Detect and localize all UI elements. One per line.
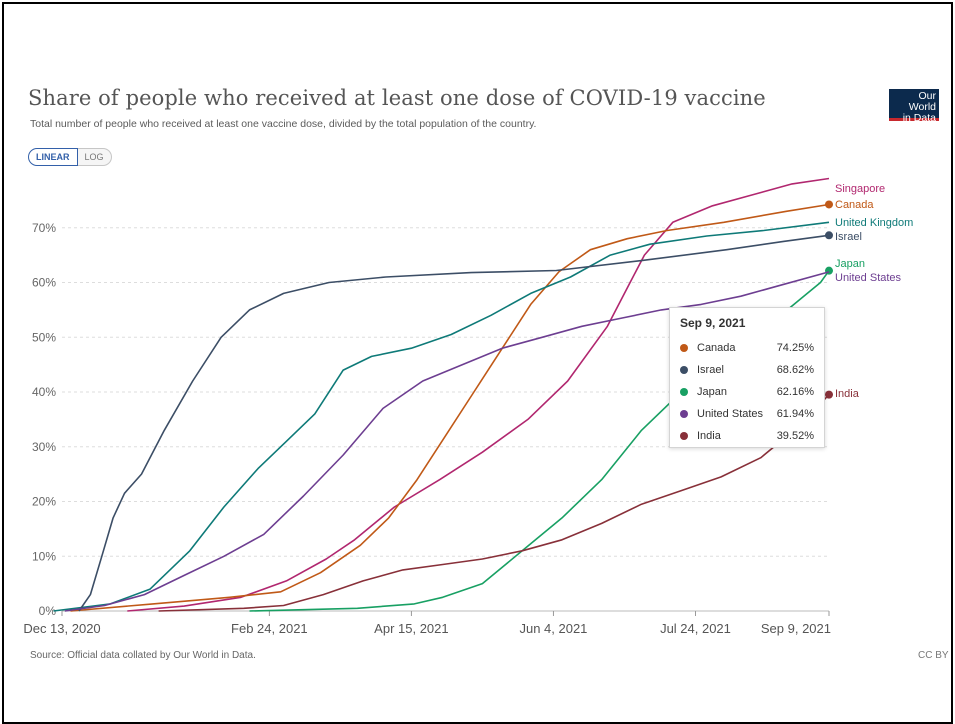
- chart-title: Share of people who received at least on…: [28, 86, 766, 110]
- log-scale-button[interactable]: LOG: [77, 148, 112, 166]
- series-line-united-kingdom[interactable]: [53, 221, 830, 612]
- series-label: United Kingdom: [835, 217, 913, 229]
- legend-dot-icon: [680, 388, 688, 396]
- tooltip-row: India 39.52%: [680, 425, 814, 447]
- x-tick-label: Feb 24, 2021: [231, 621, 308, 636]
- chart-subtitle: Total number of people who received at l…: [30, 118, 537, 130]
- legend-dot-icon: [680, 432, 688, 440]
- y-tick-label: 40%: [32, 385, 56, 399]
- logo-line-1: Our World: [908, 90, 936, 113]
- x-tick-label: Dec 13, 2020: [23, 621, 100, 636]
- y-tick-label: 20%: [32, 495, 56, 509]
- x-tick-label: Apr 15, 2021: [374, 621, 448, 636]
- tooltip-series-value: 74.25%: [776, 342, 814, 354]
- tooltip-row: Japan 62.16%: [680, 381, 814, 403]
- tooltip-series-value: 61.94%: [776, 408, 814, 420]
- series-line-canada[interactable]: [70, 203, 830, 612]
- x-axis: Dec 13, 2020 Feb 24, 2021 Apr 15, 2021 Jun …: [23, 611, 831, 636]
- x-tick-label: Jun 4, 2021: [519, 621, 587, 636]
- source-note: Source: Official data collated by Our Wo…: [30, 650, 256, 661]
- logo-line-2: in Data: [902, 112, 936, 124]
- series-label: Japan: [835, 258, 865, 270]
- tooltip-series-value: 39.52%: [776, 430, 814, 442]
- x-tick-label: Sep 9, 2021: [761, 621, 831, 636]
- series-label: India: [835, 388, 860, 400]
- series-label: Singapore: [835, 183, 885, 195]
- series-line-united-states[interactable]: [64, 271, 830, 612]
- series-labels: Singapore Canada United Kingdom Israel Japan…: [835, 183, 913, 400]
- scale-toggle: LINEAR LOG: [28, 148, 112, 166]
- legend-dot-icon: [680, 410, 688, 418]
- series-label: United States: [835, 272, 902, 284]
- owid-logo[interactable]: Our World in Data: [889, 89, 939, 124]
- y-tick-label: 50%: [32, 330, 56, 344]
- legend-dot-icon: [680, 366, 688, 374]
- legend-dot-icon: [680, 344, 688, 352]
- tooltip-series-value: 68.62%: [776, 364, 814, 376]
- y-tick-label: 70%: [32, 221, 56, 235]
- tooltip-row: United States 61.94%: [680, 403, 814, 425]
- series-end-marker: [825, 200, 833, 209]
- series-end-marker: [825, 390, 833, 399]
- tooltip-row: Canada 74.25%: [680, 337, 814, 359]
- tooltip-series-name: Israel: [697, 364, 724, 376]
- tooltip-row: Israel 68.62%: [680, 359, 814, 381]
- series-line-israel[interactable]: [78, 234, 830, 612]
- linear-scale-button[interactable]: LINEAR: [28, 148, 78, 166]
- tooltip-series-name: Japan: [697, 386, 727, 398]
- tooltip-series-name: India: [697, 430, 721, 442]
- series-end-marker: [825, 231, 833, 240]
- y-tick-label: 30%: [32, 440, 56, 454]
- license-link[interactable]: CC BY: [918, 650, 949, 661]
- y-tick-label: 10%: [32, 549, 56, 563]
- y-axis: 0% 10% 20% 30% 40% 50% 60% 70%: [32, 221, 56, 618]
- tooltip-date: Sep 9, 2021: [680, 316, 746, 330]
- y-tick-label: 60%: [32, 276, 56, 290]
- hover-tooltip: Sep 9, 2021 Canada 74.25% Israel 68.62% Japa…: [669, 307, 825, 448]
- series-label: Canada: [835, 199, 874, 211]
- tooltip-series-name: United States: [697, 408, 764, 420]
- y-tick-label: 0%: [39, 604, 57, 618]
- series-label: Israel: [835, 231, 862, 243]
- series-line-india[interactable]: [158, 394, 830, 612]
- tooltip-series-name: Canada: [697, 342, 736, 354]
- tooltip-series-value: 62.16%: [776, 386, 814, 398]
- series-line-singapore[interactable]: [127, 177, 830, 612]
- x-tick-label: Jul 24, 2021: [660, 621, 731, 636]
- gridlines: [62, 227, 829, 612]
